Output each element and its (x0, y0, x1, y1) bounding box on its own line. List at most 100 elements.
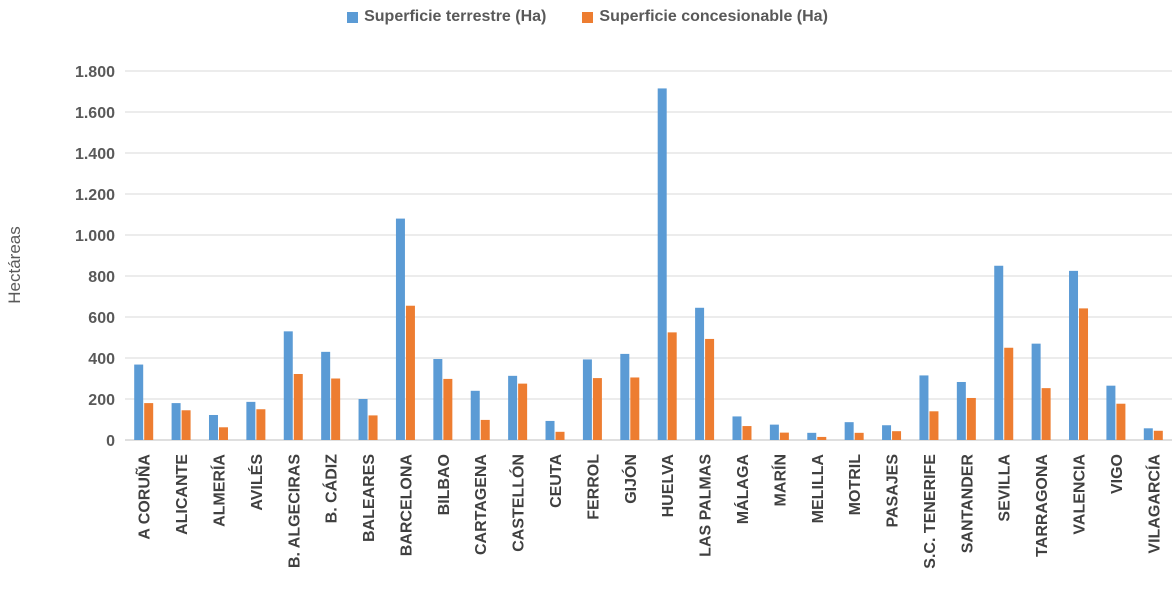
bar-concesionable (854, 432, 864, 440)
legend: Superficie terrestre (Ha) Superficie con… (0, 8, 1175, 26)
x-tick-label: BARCELONA (398, 454, 415, 557)
x-tick-label: CEUTA (548, 454, 565, 508)
bar-concesionable (1004, 347, 1014, 440)
x-tick-label: VILAGARCÍA (1144, 454, 1163, 554)
x-tick-label: SEVILLA (997, 454, 1014, 522)
bar-concesionable (480, 419, 490, 440)
bar-concesionable (592, 378, 602, 440)
bar-terrestre (695, 307, 705, 440)
bar-concesionable (518, 383, 528, 440)
legend-label-series-2: Superficie concesionable (Ha) (599, 8, 828, 25)
bar-concesionable (1041, 388, 1051, 440)
x-tick-label: PASAJES (885, 454, 902, 528)
x-tick-label: SANTANDER (959, 454, 976, 554)
x-tick-label: ALMERÍA (209, 454, 228, 527)
bar-concesionable (555, 431, 565, 440)
x-tick-label: BALEARES (361, 454, 378, 542)
bar-terrestre (470, 390, 480, 440)
x-tick-label: MELILLA (810, 454, 827, 524)
legend-swatch-series-2 (582, 11, 594, 23)
x-tick-label: MOTRIL (847, 454, 864, 516)
y-tick-label: 400 (88, 351, 115, 368)
bar-terrestre (919, 375, 929, 440)
x-tick-label: S.C. TENERIFE (922, 454, 939, 569)
y-tick-label: 1.800 (75, 64, 115, 81)
bar-terrestre (545, 420, 555, 440)
x-tick-label: AVILÉS (247, 454, 266, 511)
bar-terrestre (208, 414, 218, 440)
bar-concesionable (705, 338, 715, 440)
bar-terrestre (1031, 343, 1041, 440)
y-tick-label: 1.000 (75, 228, 115, 245)
x-tick-label: FERROL (585, 454, 602, 520)
bar-terrestre (807, 432, 817, 440)
bar-concesionable (331, 378, 341, 440)
bar-concesionable (293, 373, 303, 440)
y-tick-label: 1.200 (75, 187, 115, 204)
bar-terrestre (134, 364, 144, 440)
legend-swatch-series-1 (347, 11, 359, 23)
bar-concesionable (1079, 308, 1089, 440)
x-tick-label: ALICANTE (174, 454, 191, 535)
legend-label-series-1: Superficie terrestre (Ha) (364, 8, 547, 25)
bar-terrestre (657, 88, 667, 441)
legend-item-series-1: Superficie terrestre (Ha) (347, 8, 546, 26)
bar-terrestre (508, 375, 518, 440)
bar-concesionable (742, 426, 752, 440)
x-tick-label: VALENCIA (1072, 454, 1089, 535)
bar-concesionable (817, 436, 827, 440)
bar-terrestre (882, 425, 892, 440)
x-tick-label: TARRAGONA (1034, 454, 1051, 557)
y-tick-label: 0 (106, 433, 115, 450)
bar-concesionable (1116, 403, 1126, 440)
x-tick-label: CARTAGENA (473, 454, 490, 555)
y-tick-label: 600 (88, 310, 115, 327)
x-tick-label: MARÍN (770, 454, 789, 506)
bar-terrestre (246, 401, 256, 440)
bar-terrestre (433, 359, 443, 440)
y-tick-label: 1.600 (75, 105, 115, 122)
bar-terrestre (283, 331, 293, 440)
bar-concesionable (368, 415, 378, 440)
bar-concesionable (405, 305, 415, 440)
bar-terrestre (844, 422, 854, 440)
bar-terrestre (321, 351, 331, 440)
bar-terrestre (956, 381, 966, 440)
bar-terrestre (171, 403, 181, 440)
bar-terrestre (1069, 270, 1079, 440)
bar-terrestre (582, 359, 592, 440)
bar-terrestre (994, 265, 1004, 440)
legend-item-series-2: Superficie concesionable (Ha) (582, 8, 828, 26)
y-tick-label: 200 (88, 392, 115, 409)
x-tick-label: LAS PALMAS (698, 454, 715, 557)
bar-terrestre (358, 399, 368, 440)
bar-concesionable (779, 432, 789, 440)
x-tick-label: GIJÓN (621, 454, 640, 504)
bar-terrestre (395, 218, 405, 440)
bar-terrestre (1143, 428, 1153, 440)
bar-concesionable (256, 409, 266, 440)
bar-concesionable (667, 332, 677, 440)
bar-concesionable (443, 378, 453, 440)
y-tick-label: 1.400 (75, 146, 115, 163)
x-tick-label: B. CÁDIZ (322, 454, 341, 524)
bar-terrestre (1106, 385, 1116, 440)
x-tick-label: VIGO (1109, 454, 1126, 494)
y-tick-label: 800 (88, 269, 115, 286)
bar-terrestre (732, 416, 742, 440)
x-tick-label: HUELVA (660, 454, 677, 518)
x-tick-label: B. ALGECIRAS (286, 454, 303, 568)
bar-concesionable (966, 397, 976, 440)
bar-terrestre (769, 424, 779, 440)
x-tick-label: BILBAO (436, 454, 453, 515)
bar-concesionable (144, 403, 154, 440)
x-tick-label: CASTELLÓN (509, 454, 528, 552)
x-tick-label: MÁLAGA (733, 454, 752, 525)
bar-concesionable (630, 377, 640, 440)
bar-concesionable (181, 410, 191, 440)
bar-concesionable (1153, 430, 1163, 440)
bar-concesionable (218, 427, 228, 440)
x-tick-label: A CORUÑA (134, 454, 154, 540)
bar-concesionable (929, 411, 939, 440)
